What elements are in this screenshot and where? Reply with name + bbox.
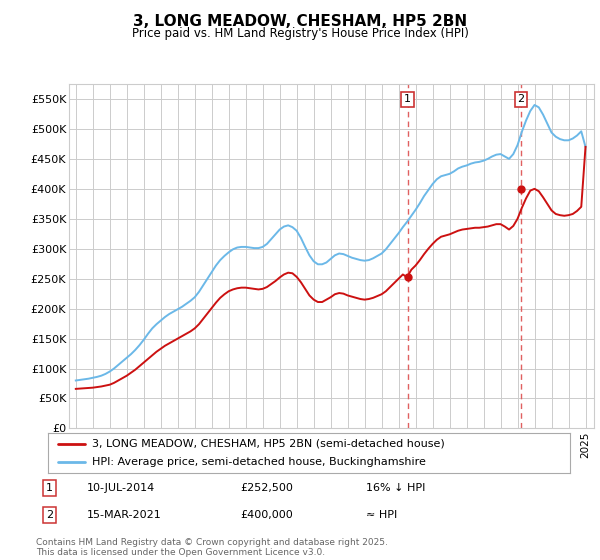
Text: 1: 1 <box>404 95 411 105</box>
Text: 16% ↓ HPI: 16% ↓ HPI <box>366 483 425 493</box>
Text: Contains HM Land Registry data © Crown copyright and database right 2025.
This d: Contains HM Land Registry data © Crown c… <box>36 538 388 557</box>
Text: £252,500: £252,500 <box>240 483 293 493</box>
Text: £400,000: £400,000 <box>240 510 293 520</box>
Text: 10-JUL-2014: 10-JUL-2014 <box>87 483 155 493</box>
Text: 15-MAR-2021: 15-MAR-2021 <box>87 510 162 520</box>
Text: 3, LONG MEADOW, CHESHAM, HP5 2BN (semi-detached house): 3, LONG MEADOW, CHESHAM, HP5 2BN (semi-d… <box>92 439 445 449</box>
Text: 2: 2 <box>46 510 53 520</box>
Text: ≈ HPI: ≈ HPI <box>366 510 397 520</box>
Text: 1: 1 <box>46 483 53 493</box>
Text: Price paid vs. HM Land Registry's House Price Index (HPI): Price paid vs. HM Land Registry's House … <box>131 27 469 40</box>
Text: 3, LONG MEADOW, CHESHAM, HP5 2BN: 3, LONG MEADOW, CHESHAM, HP5 2BN <box>133 14 467 29</box>
Text: 2: 2 <box>518 95 524 105</box>
Text: HPI: Average price, semi-detached house, Buckinghamshire: HPI: Average price, semi-detached house,… <box>92 458 426 467</box>
